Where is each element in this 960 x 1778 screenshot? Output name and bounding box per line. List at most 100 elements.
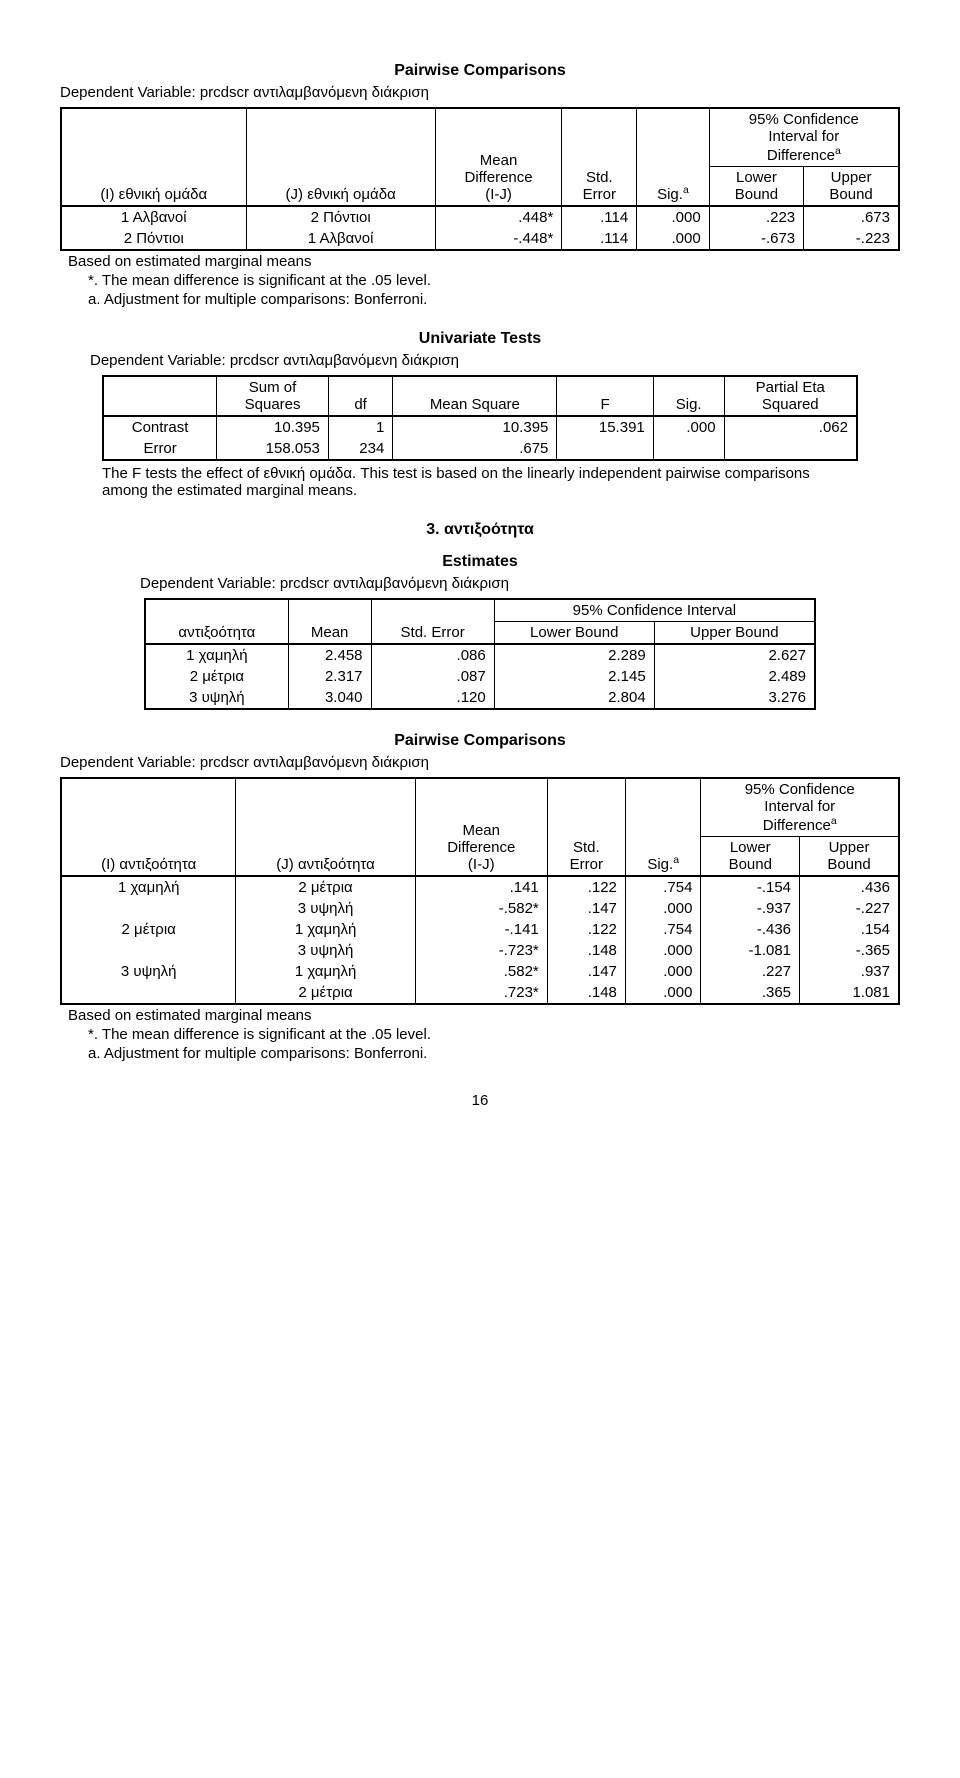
est-row-2: 2 μέτρια 2.317 .087 2.145 2.489	[145, 666, 815, 687]
uv-row-contrast: Contrast 10.395 1 10.395 15.391 .000 .06…	[103, 416, 857, 438]
est-r2-ub: 2.489	[654, 666, 815, 687]
uv-note: The F tests the effect of εθνική ομάδα. …	[102, 465, 858, 499]
pc1-col-j: (J) εθνική ομάδα	[246, 108, 435, 206]
pc2-lb-l1: Lower	[730, 839, 771, 856]
pc1-r2-lb: -.673	[709, 228, 803, 250]
pc1-col-mean-diff: Mean Difference (I-J)	[435, 108, 562, 206]
sec3-heading: 3. αντιξοότητα	[60, 521, 900, 539]
pairwise-comparisons-2: Pairwise Comparisons Dependent Variable:…	[60, 732, 900, 1062]
pc1-r2-ub: -.223	[804, 228, 899, 250]
pc1-se-l1: Std.	[586, 169, 613, 186]
pc2-col-sig: Sig.a	[625, 778, 701, 876]
uv-col-f: F	[557, 376, 653, 416]
pc1-r1-lb: .223	[709, 206, 803, 228]
pc2-lb-l2: Bound	[729, 856, 772, 873]
pairwise-comparisons-1: Pairwise Comparisons Dependent Variable:…	[60, 62, 900, 308]
uv-r2-ms: .675	[393, 438, 557, 460]
pc2-r1-i: 1 χαμηλή	[61, 876, 236, 919]
est-r2-g: 2 μέτρια	[145, 666, 288, 687]
pc2-r3b-md: .723*	[415, 982, 547, 1004]
pc2-r1a-se: .122	[547, 876, 625, 898]
pc1-r1-sig: .000	[637, 206, 709, 228]
uv-ss-l1: Sum of	[249, 379, 297, 396]
est-r2-m: 2.317	[288, 666, 371, 687]
uv-r2-lbl: Error	[103, 438, 217, 460]
pc2-r2a-ub: .154	[800, 919, 899, 940]
pc1-row-2: 2 Πόντιοι 1 Αλβανοί -.448* .114 .000 -.6…	[61, 228, 899, 250]
pc1-col-i: (I) εθνική ομάδα	[61, 108, 246, 206]
pc2-ci-l1: 95% Confidence	[745, 781, 855, 798]
pc2-md-l1: Mean	[462, 822, 500, 839]
pc1-col-sig: Sig.a	[637, 108, 709, 206]
uv-eta-l1: Partial Eta	[756, 379, 825, 396]
pc1-ci-group: 95% Confidence Interval for Differencea	[709, 108, 899, 167]
est-r3-g: 3 υψηλή	[145, 687, 288, 709]
pc2-ub-l1: Upper	[829, 839, 870, 856]
pc2-r2-i: 2 μέτρια	[61, 919, 236, 961]
pc2-r1a-md: .141	[415, 876, 547, 898]
pc1-md-l2: Difference	[465, 169, 533, 186]
pc2-r3b-ub: 1.081	[800, 982, 899, 1004]
pc2-note-a: a. Adjustment for multiple comparisons: …	[88, 1045, 900, 1062]
est-r1-ub: 2.627	[654, 644, 815, 666]
pc2-col-ub: Upper Bound	[800, 837, 899, 877]
pc2-row-3a: 3 υψηλή 1 χαμηλή .582* .147 .000 .227 .9…	[61, 961, 899, 982]
pc1-ub-l2: Bound	[829, 186, 872, 203]
pc1-r2-i: 2 Πόντιοι	[61, 228, 246, 250]
pc2-r2b-md: -.723*	[415, 940, 547, 961]
pc1-md-l3: (I-J)	[485, 186, 512, 203]
pc1-r1-ub: .673	[804, 206, 899, 228]
pc2-col-mean-diff: Mean Difference (I-J)	[415, 778, 547, 876]
pc1-col-ub: Upper Bound	[804, 167, 899, 207]
pc2-r2a-se: .122	[547, 919, 625, 940]
pc2-md-l3: (I-J)	[468, 856, 495, 873]
pc2-row-2a: 2 μέτρια 1 χαμηλή -.141 .122 .754 -.436 …	[61, 919, 899, 940]
pc1-col-std-err: Std. Error	[562, 108, 637, 206]
pc1-ci-sup: a	[835, 145, 841, 157]
pc2-r2a-md: -.141	[415, 919, 547, 940]
pc2-r1a-sig: .754	[625, 876, 701, 898]
pc2-dep-var: Dependent Variable: prcdscr αντιλαμβανόμ…	[60, 754, 900, 771]
est-col-se: Std. Error	[371, 599, 494, 644]
pc2-r2b-se: .148	[547, 940, 625, 961]
pc2-row-1a: 1 χαμηλή 2 μέτρια .141 .122 .754 -.154 .…	[61, 876, 899, 898]
est-r1-g: 1 χαμηλή	[145, 644, 288, 666]
uv-col-df: df	[328, 376, 392, 416]
pc1-r1-i: 1 Αλβανοί	[61, 206, 246, 228]
pc1-note-base: Based on estimated marginal means	[68, 253, 900, 270]
uv-r2-ss: 158.053	[217, 438, 329, 460]
page-number: 16	[60, 1092, 900, 1109]
pc2-r1b-lb: -.937	[701, 898, 800, 919]
est-r3-m: 3.040	[288, 687, 371, 709]
pc2-col-i: (I) αντιξοότητα	[61, 778, 236, 876]
pc1-table: (I) εθνική ομάδα (J) εθνική ομάδα Mean D…	[60, 107, 900, 251]
pc1-r1-se: .114	[562, 206, 637, 228]
pc2-ci-group: 95% Confidence Interval for Differencea	[701, 778, 899, 837]
pc1-r2-j: 1 Αλβανοί	[246, 228, 435, 250]
pc2-r1b-sig: .000	[625, 898, 701, 919]
pc1-col-lb: Lower Bound	[709, 167, 803, 207]
pc2-r1a-lb: -.154	[701, 876, 800, 898]
pc2-sig-lbl: Sig.	[647, 856, 673, 873]
pc2-r3b-j: 2 μέτρια	[236, 982, 415, 1004]
uv-col-ss: Sum of Squares	[217, 376, 329, 416]
est-row-3: 3 υψηλή 3.040 .120 2.804 3.276	[145, 687, 815, 709]
est-col-lb: Lower Bound	[494, 622, 654, 645]
est-col-ub: Upper Bound	[654, 622, 815, 645]
uv-r1-ms: 10.395	[393, 416, 557, 438]
pc2-ci-sup: a	[831, 815, 837, 827]
pc2-r2b-j: 3 υψηλή	[236, 940, 415, 961]
est-row-1: 1 χαμηλή 2.458 .086 2.289 2.627	[145, 644, 815, 666]
uv-r2-df: 234	[328, 438, 392, 460]
pc2-r1b-ub: -.227	[800, 898, 899, 919]
est-col-mean: Mean	[288, 599, 371, 644]
pc2-note-base: Based on estimated marginal means	[68, 1007, 900, 1024]
est-r2-se: .087	[371, 666, 494, 687]
uv-col-sig: Sig.	[653, 376, 724, 416]
pc2-md-l2: Difference	[447, 839, 515, 856]
pc1-ci-l1: 95% Confidence	[749, 111, 859, 128]
uv-r1-lbl: Contrast	[103, 416, 217, 438]
pc2-col-j: (J) αντιξοότητα	[236, 778, 415, 876]
uv-col-src	[103, 376, 217, 416]
pc2-r1a-ub: .436	[800, 876, 899, 898]
